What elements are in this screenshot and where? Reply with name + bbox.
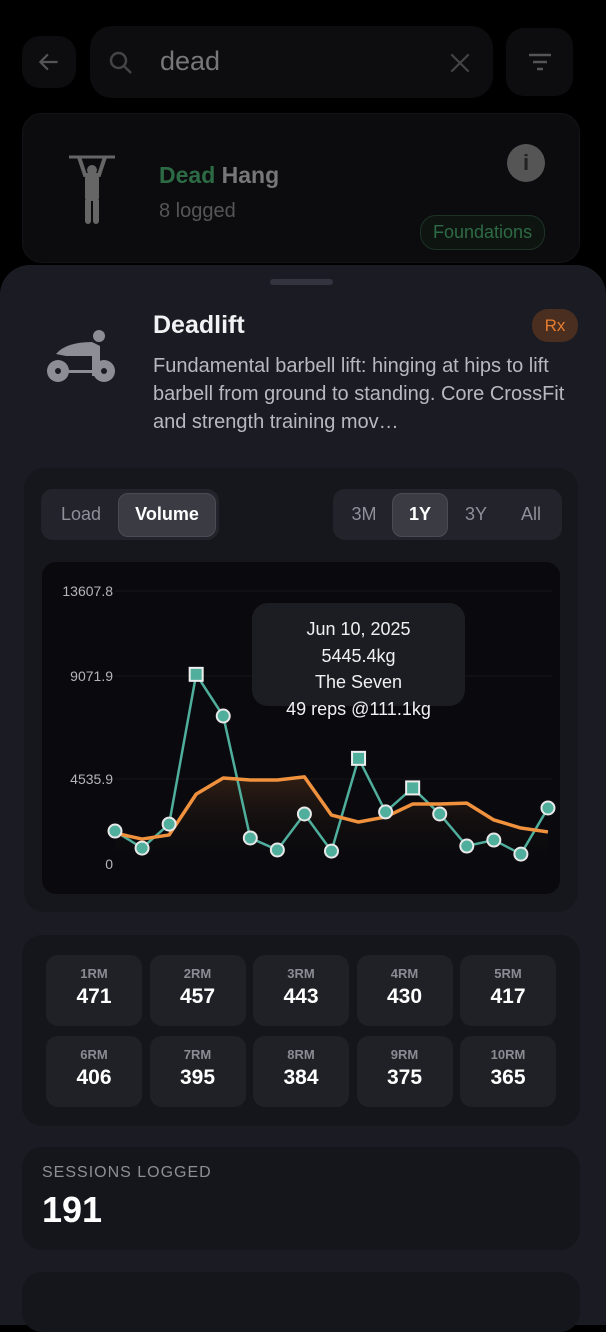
exercise-result-card[interactable]: Dead Hang 8 logged i Foundations [22,113,580,263]
sessions-value: 191 [42,1189,103,1230]
logged-count: 8 logged [159,200,236,222]
sessions-label: SESSIONS LOGGED [42,1164,212,1181]
data-point[interactable] [134,840,150,856]
exercise-title: Deadlift [153,311,245,339]
tooltip-date: Jun 10, 2025 [306,619,411,639]
rep-max-label: 9RM [390,1047,419,1062]
rep-max-tile: 5RM 417 [460,955,556,1026]
chart-plot [107,590,556,864]
data-point[interactable] [323,843,339,859]
data-point[interactable] [378,804,394,820]
metric-toggle: Load Volume [41,489,219,540]
back-button[interactable] [22,36,76,88]
sessions-card: SESSIONS LOGGED 191 [22,1147,580,1250]
data-point[interactable] [432,806,448,822]
data-point[interactable] [161,816,177,832]
rep-max-label: 2RM [183,966,212,981]
rep-max-tile: 8RM 384 [253,1036,349,1107]
tab-1y[interactable]: 1Y [392,492,448,537]
data-point[interactable] [242,830,258,846]
rep-max-value: 417 [490,985,526,1008]
rep-max-value: 384 [283,1066,319,1089]
rep-max-label: 5RM [494,966,522,981]
filter-button[interactable] [506,28,573,96]
tab-load[interactable]: Load [60,504,102,524]
result-title: Dead Hang [159,162,280,188]
data-point[interactable] [107,823,123,839]
data-point[interactable] [540,800,556,816]
rx-badge: Rx [532,309,578,342]
pr-point[interactable] [188,666,204,682]
rep-max-value: 375 [386,1066,423,1089]
data-point[interactable] [513,846,529,862]
y-tick-label: 13607.8 [62,583,113,599]
search-input[interactable]: dead [160,46,221,76]
deadlift-icon [47,330,115,382]
chart-tooltip: Jun 10, 2025 5445.4kg The Seven 49 reps … [252,603,465,719]
drag-handle[interactable] [270,279,333,285]
average-area [115,776,548,864]
rep-max-value: 471 [76,985,112,1008]
rep-max-tile: 9RM 375 [356,1036,453,1107]
filter-icon [528,53,551,71]
next-card [22,1272,580,1332]
range-toggle: 3M 1Y 3Y All [333,489,562,540]
volume-chart[interactable]: 13607.8 9071.9 4535.9 0 Jun 10, 2025 544… [42,562,560,894]
rep-max-value: 443 [283,985,319,1008]
data-point[interactable] [459,838,475,854]
rep-max-value: 406 [76,1066,112,1089]
pr-point[interactable] [405,780,421,796]
exercise-description: Fundamental barbell lift: hinging at hip… [153,355,565,433]
search-field[interactable]: dead [90,26,493,98]
tab-3y[interactable]: 3Y [464,504,488,524]
tooltip-detail: 49 reps @111.1kg [286,698,431,719]
rep-max-tile: 4RM 430 [356,955,453,1026]
rep-max-label: 8RM [287,1047,315,1062]
y-tick-label: 4535.9 [70,771,113,787]
rep-max-tile: 6RM 406 [46,1036,142,1107]
rep-max-label: 3RM [287,966,315,981]
data-point[interactable] [215,708,231,724]
rep-max-label: 1RM [80,966,108,981]
rep-max-label: 4RM [390,966,419,981]
rep-max-value: 395 [179,1066,216,1089]
tab-volume[interactable]: Volume [118,492,216,537]
rep-max-value: 457 [179,985,216,1008]
tab-all[interactable]: All [520,504,541,524]
pr-point[interactable] [351,750,367,766]
tooltip-workout: The Seven [314,672,403,692]
data-point[interactable] [486,832,502,848]
rep-max-label: 10RM [490,1047,526,1062]
y-tick-label: 0 [105,856,113,872]
category-tag: Foundations [420,215,546,250]
info-icon[interactable]: i [507,144,545,182]
search-icon [109,51,132,74]
dead-hang-icon [69,155,115,224]
rep-max-label: 7RM [183,1047,212,1062]
rep-max-value: 365 [490,1066,526,1089]
rep-max-tile: 3RM 443 [253,955,349,1026]
tab-3m[interactable]: 3M [351,504,377,524]
rep-max-tile: 7RM 395 [149,1036,246,1107]
rep-max-value: 430 [386,985,423,1008]
rep-max-tile: 10RM 365 [460,1036,556,1107]
average-line [114,775,549,841]
data-point[interactable] [269,842,285,858]
rep-max-card: 1RM 471 2RM 457 3RM 443 4RM 430 5RM 417 6RM 406 7RM 3… [22,935,580,1126]
rep-max-label: 6RM [80,1047,108,1062]
rep-max-tile: 2RM 457 [149,955,246,1026]
tooltip-value: 5445.4kg [321,645,396,666]
rep-max-tile: 1RM 471 [46,955,142,1026]
data-point[interactable] [296,806,312,822]
arrow-left-icon [38,53,58,71]
y-tick-label: 9071.9 [70,668,113,684]
clear-icon[interactable] [447,50,473,76]
